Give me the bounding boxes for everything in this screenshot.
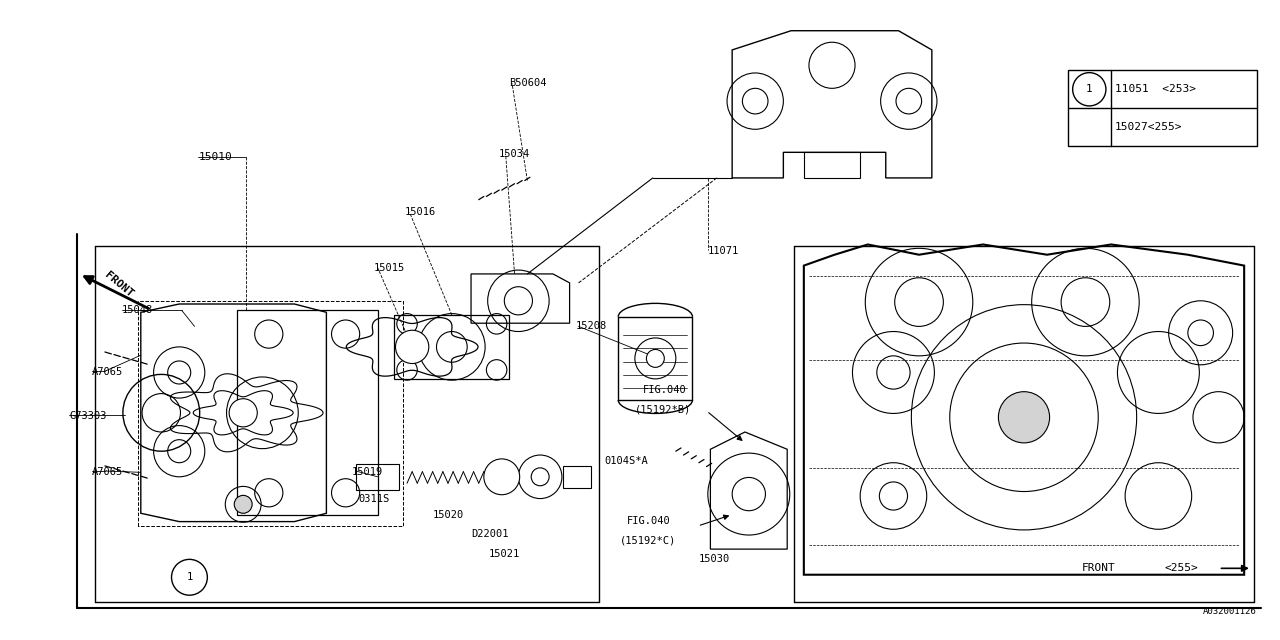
Text: D22001: D22001 xyxy=(471,529,508,540)
Circle shape xyxy=(168,440,191,463)
Circle shape xyxy=(234,495,252,513)
Text: 15010: 15010 xyxy=(198,152,232,162)
Text: (15192*B): (15192*B) xyxy=(635,404,691,415)
Text: 15034: 15034 xyxy=(499,148,530,159)
Text: FRONT: FRONT xyxy=(1082,563,1115,573)
Text: 11051  <253>: 11051 <253> xyxy=(1115,84,1196,94)
Text: FIG.040: FIG.040 xyxy=(643,385,686,396)
Text: <255>: <255> xyxy=(1165,563,1198,573)
Text: G73303: G73303 xyxy=(69,411,106,421)
Text: 11071: 11071 xyxy=(708,246,739,256)
Text: FRONT: FRONT xyxy=(102,270,134,300)
Text: 15027<255>: 15027<255> xyxy=(1115,122,1183,132)
Text: 15021: 15021 xyxy=(489,548,520,559)
Text: 15016: 15016 xyxy=(404,207,435,218)
Text: 15015: 15015 xyxy=(374,262,404,273)
Text: 1: 1 xyxy=(1085,84,1093,94)
Circle shape xyxy=(229,399,257,427)
Text: 1: 1 xyxy=(187,572,192,582)
Text: B50604: B50604 xyxy=(509,78,547,88)
Text: A7065: A7065 xyxy=(92,467,123,477)
Circle shape xyxy=(484,459,520,495)
Circle shape xyxy=(396,330,429,364)
Text: 15020: 15020 xyxy=(433,510,463,520)
Circle shape xyxy=(646,349,664,367)
Text: 15208: 15208 xyxy=(576,321,607,332)
Text: 0104S*A: 0104S*A xyxy=(604,456,648,466)
Text: FIG.040: FIG.040 xyxy=(627,516,671,526)
Text: 0311S: 0311S xyxy=(358,494,389,504)
Text: 15048: 15048 xyxy=(122,305,152,316)
Circle shape xyxy=(998,392,1050,443)
Text: A7065: A7065 xyxy=(92,367,123,378)
Text: A032001126: A032001126 xyxy=(1203,607,1257,616)
Text: 15030: 15030 xyxy=(699,554,730,564)
Text: (15192*C): (15192*C) xyxy=(620,535,676,545)
Circle shape xyxy=(168,361,191,384)
Text: 15019: 15019 xyxy=(352,467,383,477)
